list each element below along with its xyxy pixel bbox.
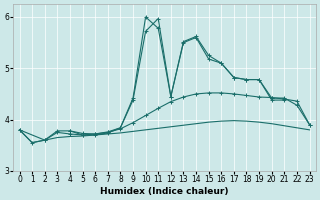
X-axis label: Humidex (Indice chaleur): Humidex (Indice chaleur)	[100, 187, 229, 196]
